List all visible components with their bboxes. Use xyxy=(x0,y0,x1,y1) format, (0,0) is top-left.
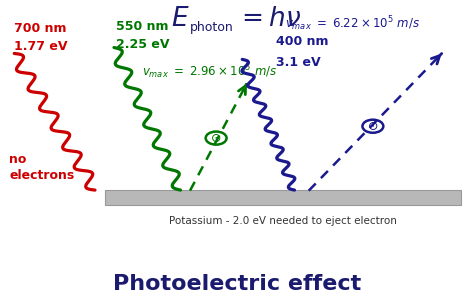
Text: 400 nm: 400 nm xyxy=(276,35,328,48)
Text: Potassium - 2.0 eV needed to eject electron: Potassium - 2.0 eV needed to eject elect… xyxy=(169,216,397,226)
Text: 3.1 eV: 3.1 eV xyxy=(276,56,320,69)
Text: Photoelectric effect: Photoelectric effect xyxy=(114,274,361,294)
Text: ⊙: ⊙ xyxy=(211,132,221,145)
Bar xyxy=(104,190,461,205)
Text: 700 nm: 700 nm xyxy=(14,22,67,35)
Text: ⊙: ⊙ xyxy=(368,120,378,133)
Text: 1.77 eV: 1.77 eV xyxy=(14,40,68,53)
Text: 2.25 eV: 2.25 eV xyxy=(116,38,170,51)
Text: $= h\nu$: $= h\nu$ xyxy=(236,6,301,32)
Text: photon: photon xyxy=(190,21,233,34)
Text: no
electrons: no electrons xyxy=(10,153,75,182)
Text: $v_{max}\ =\ 6.22\times10^5\ m/s$: $v_{max}\ =\ 6.22\times10^5\ m/s$ xyxy=(285,15,420,33)
Text: $E$: $E$ xyxy=(171,6,190,32)
Text: $v_{max}\ =\ 2.96\times10^5\ m/s$: $v_{max}\ =\ 2.96\times10^5\ m/s$ xyxy=(142,62,278,80)
Text: 550 nm: 550 nm xyxy=(116,20,169,33)
